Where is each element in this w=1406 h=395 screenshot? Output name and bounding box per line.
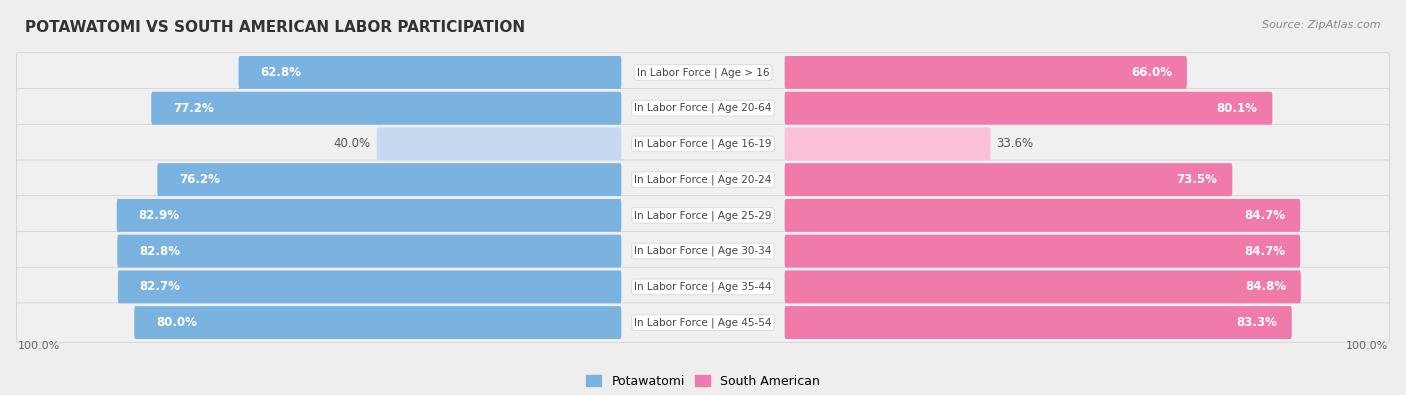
FancyBboxPatch shape [17,124,1389,164]
FancyBboxPatch shape [785,128,990,160]
FancyBboxPatch shape [152,92,621,124]
Text: 62.8%: 62.8% [260,66,301,79]
FancyBboxPatch shape [785,306,1292,339]
Text: POTAWATOMI VS SOUTH AMERICAN LABOR PARTICIPATION: POTAWATOMI VS SOUTH AMERICAN LABOR PARTI… [25,20,526,35]
FancyBboxPatch shape [239,56,621,89]
FancyBboxPatch shape [17,53,1389,92]
Text: In Labor Force | Age 45-54: In Labor Force | Age 45-54 [634,317,772,328]
FancyBboxPatch shape [157,163,621,196]
Text: 77.2%: 77.2% [173,102,214,115]
FancyBboxPatch shape [377,128,621,160]
Text: 83.3%: 83.3% [1236,316,1277,329]
Text: In Labor Force | Age 35-44: In Labor Force | Age 35-44 [634,282,772,292]
FancyBboxPatch shape [785,199,1301,232]
FancyBboxPatch shape [17,231,1389,271]
FancyBboxPatch shape [785,92,1272,124]
Text: 100.0%: 100.0% [17,341,59,351]
Text: In Labor Force | Age 20-24: In Labor Force | Age 20-24 [634,174,772,185]
FancyBboxPatch shape [118,271,621,303]
Text: 80.1%: 80.1% [1216,102,1257,115]
FancyBboxPatch shape [17,267,1389,307]
Text: 84.7%: 84.7% [1244,209,1285,222]
Text: In Labor Force | Age 16-19: In Labor Force | Age 16-19 [634,139,772,149]
FancyBboxPatch shape [17,160,1389,199]
FancyBboxPatch shape [117,199,621,232]
FancyBboxPatch shape [17,196,1389,235]
Text: In Labor Force | Age 30-34: In Labor Force | Age 30-34 [634,246,772,256]
FancyBboxPatch shape [17,88,1389,128]
Text: Source: ZipAtlas.com: Source: ZipAtlas.com [1263,20,1381,30]
Text: 73.5%: 73.5% [1177,173,1218,186]
Text: 84.8%: 84.8% [1244,280,1286,293]
Text: 82.9%: 82.9% [138,209,180,222]
Text: 40.0%: 40.0% [333,137,371,150]
Text: 84.7%: 84.7% [1244,245,1285,258]
FancyBboxPatch shape [17,303,1389,342]
FancyBboxPatch shape [785,235,1301,267]
Text: 80.0%: 80.0% [156,316,197,329]
Legend: Potawatomi, South American: Potawatomi, South American [581,370,825,393]
Text: 82.8%: 82.8% [139,245,180,258]
Text: 33.6%: 33.6% [997,137,1033,150]
Text: 66.0%: 66.0% [1130,66,1173,79]
FancyBboxPatch shape [135,306,621,339]
FancyBboxPatch shape [785,56,1187,89]
FancyBboxPatch shape [785,163,1232,196]
Text: In Labor Force | Age 25-29: In Labor Force | Age 25-29 [634,210,772,221]
Text: 76.2%: 76.2% [179,173,219,186]
FancyBboxPatch shape [785,271,1301,303]
Text: 82.7%: 82.7% [139,280,180,293]
Text: 100.0%: 100.0% [1347,341,1389,351]
FancyBboxPatch shape [117,235,621,267]
Text: In Labor Force | Age > 16: In Labor Force | Age > 16 [637,67,769,78]
Text: In Labor Force | Age 20-64: In Labor Force | Age 20-64 [634,103,772,113]
